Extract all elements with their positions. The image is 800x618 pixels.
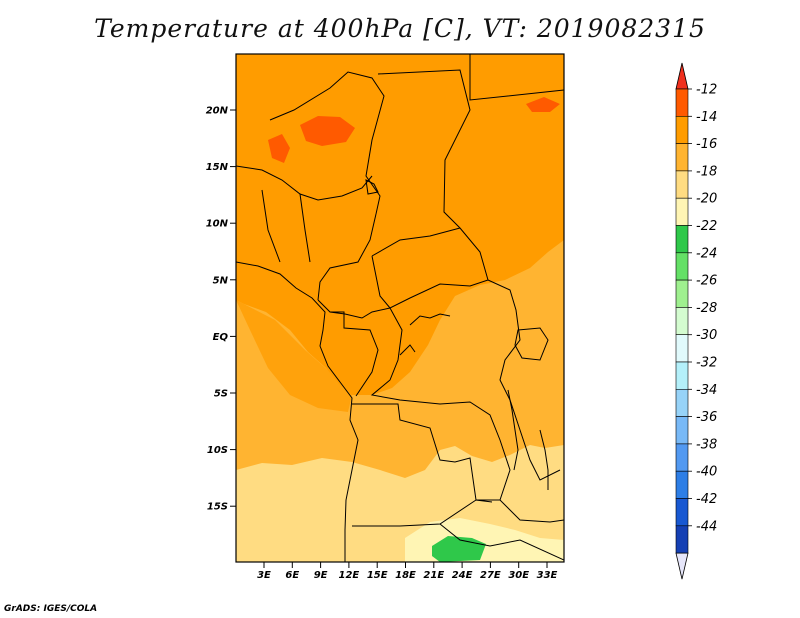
colorbar-swatch bbox=[675, 525, 689, 554]
longitude-axis: 3E 6E 9E 12E 15E 18E 21E 24E 27E 30E 33E bbox=[257, 562, 558, 581]
colorbar-swatch bbox=[675, 252, 689, 281]
border-cameroon bbox=[317, 299, 391, 319]
lat-tick-label: 10N bbox=[206, 219, 229, 230]
colorbar-label: -28 bbox=[696, 301, 717, 316]
colorbar-label: -16 bbox=[696, 137, 717, 152]
colorbar-label: -44 bbox=[696, 519, 717, 534]
border-gabon-congo bbox=[330, 311, 379, 397]
colorbar-swatch bbox=[675, 416, 689, 445]
colorbar-label: -38 bbox=[696, 437, 717, 452]
lake-tanganyika bbox=[507, 389, 519, 471]
colorbar-swatch bbox=[675, 88, 689, 117]
lat-tick-label: EQ bbox=[213, 332, 229, 343]
colorbar-swatch bbox=[675, 470, 689, 499]
colorbar-swatch bbox=[675, 334, 689, 363]
region-minus12-a bbox=[300, 116, 355, 146]
colorbar-label: -36 bbox=[696, 410, 717, 425]
colorbar-label: -18 bbox=[696, 164, 717, 179]
region-minus12-b bbox=[268, 134, 290, 163]
colorbar: -12 -14 -16 -18 -20 -22 -24 -26 -28 -30 -32 -34 -36 -… bbox=[675, 62, 717, 580]
lon-tick-label: 15E bbox=[367, 570, 388, 581]
lon-tick-label: 9E bbox=[314, 570, 328, 581]
river-congo bbox=[399, 313, 451, 356]
colorbar-label: -22 bbox=[696, 219, 717, 234]
border-angola bbox=[352, 403, 493, 527]
coastline-west-africa bbox=[236, 261, 359, 562]
colorbar-label: -12 bbox=[696, 83, 717, 98]
lat-tick-label: 15N bbox=[206, 162, 229, 173]
colorbar-swatch bbox=[675, 225, 689, 254]
border-zambia-zimbabwe bbox=[439, 499, 564, 561]
colorbar-swatch bbox=[675, 307, 689, 335]
lat-tick-label: 20N bbox=[206, 106, 229, 117]
lake-malawi bbox=[539, 429, 549, 490]
lake-victoria bbox=[514, 327, 549, 361]
colorbar-swatch bbox=[675, 498, 689, 527]
border-egypt bbox=[469, 54, 564, 101]
border-east-africa bbox=[487, 279, 561, 481]
lake-chad bbox=[365, 179, 379, 195]
lon-tick-label: 30E bbox=[508, 570, 529, 581]
lon-tick-label: 18E bbox=[395, 570, 416, 581]
lat-tick-label: 5S bbox=[214, 389, 228, 400]
border-mali-niger bbox=[236, 165, 373, 201]
border-car bbox=[371, 227, 489, 309]
lat-tick-label: 5N bbox=[213, 275, 229, 286]
colorbar-label: -34 bbox=[696, 383, 717, 398]
colorbar-top-arrow bbox=[675, 62, 689, 90]
border-chad bbox=[317, 213, 377, 301]
colorbar-label: -26 bbox=[696, 274, 717, 289]
colorbar-label: -30 bbox=[696, 328, 717, 343]
border-drc bbox=[370, 307, 511, 501]
lon-tick-label: 24E bbox=[452, 570, 473, 581]
lon-tick-label: 21E bbox=[423, 570, 444, 581]
lat-tick-label: 15S bbox=[207, 502, 228, 513]
lon-tick-label: 12E bbox=[339, 570, 360, 581]
region-minus14-south bbox=[236, 300, 352, 412]
border-sudan bbox=[377, 69, 489, 281]
colorbar-label: -24 bbox=[696, 246, 717, 261]
colorbar-label: -14 bbox=[696, 110, 717, 125]
lon-tick-label: 27E bbox=[480, 570, 501, 581]
colorbar-label: -42 bbox=[696, 492, 717, 507]
colorbar-swatch bbox=[675, 388, 689, 417]
colorbar-swatch bbox=[675, 443, 689, 472]
lon-tick-label: 6E bbox=[285, 570, 299, 581]
grads-credit: GrADS: IGES/COLA bbox=[4, 604, 98, 614]
colorbar-swatch bbox=[675, 170, 689, 199]
latitude-axis: 20N 15N 10N 5N EQ 5S 10S 15S bbox=[206, 106, 236, 513]
colorbar-swatch bbox=[675, 361, 689, 390]
colorbar-swatch bbox=[675, 116, 689, 144]
colorbar-label: -40 bbox=[696, 465, 717, 480]
colorbar-bottom-arrow bbox=[675, 552, 689, 580]
colorbar-swatch bbox=[675, 143, 689, 172]
region-minus12-c bbox=[526, 97, 560, 112]
colorbar-swatch bbox=[675, 279, 689, 308]
boundaries bbox=[236, 54, 564, 562]
lon-tick-label: 3E bbox=[257, 570, 271, 581]
colorbar-swatch bbox=[675, 197, 689, 226]
lat-tick-label: 10S bbox=[207, 445, 228, 456]
temperature-fill bbox=[236, 54, 564, 562]
colorbar-label: -32 bbox=[696, 356, 717, 371]
map-frame bbox=[235, 53, 565, 563]
border-nigeria bbox=[261, 189, 311, 263]
chart-title: Temperature at 400hPa [C], VT: 201908231… bbox=[94, 14, 706, 43]
colorbar-label: -20 bbox=[696, 192, 717, 207]
lon-tick-label: 33E bbox=[537, 570, 558, 581]
